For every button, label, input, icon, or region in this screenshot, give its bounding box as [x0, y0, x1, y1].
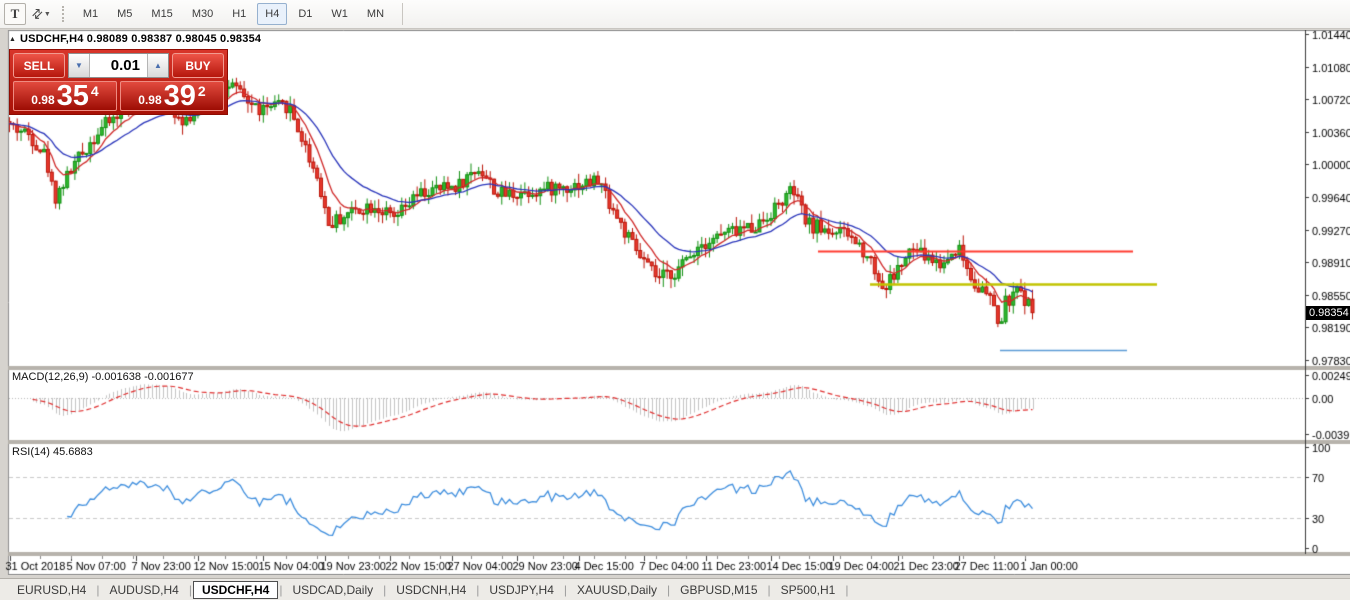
tab-separator: | — [563, 582, 567, 597]
chart-tab-audusd-h4[interactable]: AUDUSD,H4 — [109, 582, 179, 597]
tab-separator: | — [383, 582, 387, 597]
price-chart-canvas[interactable] — [0, 30, 1350, 575]
top-toolbar: T ⇄ ▼ M1 M5 M15 M30 H1 H4 D1 W1 MN — [0, 0, 1350, 29]
toolbar-separator — [402, 3, 404, 25]
rsi-indicator-label: RSI(14) 45.6883 — [12, 446, 93, 458]
timeframe-buttons: M1 M5 M15 M30 H1 H4 D1 W1 MN — [75, 3, 392, 25]
timeframe-button-mn[interactable]: MN — [366, 8, 385, 20]
timeframe-button-w1[interactable]: W1 — [331, 8, 348, 20]
chart-tab-usdcad-daily[interactable]: USDCAD,Daily — [292, 582, 374, 597]
dropdown-caret-icon: ▼ — [43, 10, 51, 18]
chart-tab-sp500-h1[interactable]: SP500,H1 — [780, 582, 836, 597]
sell-price-pipette: 4 — [90, 83, 99, 99]
lot-decrease-button[interactable]: ▼ — [69, 54, 90, 77]
tab-separator: | — [96, 582, 100, 597]
chart-tab-eurusd-h4[interactable]: EURUSD,H4 — [17, 582, 87, 597]
text-tool-button[interactable]: T — [4, 3, 26, 25]
timeframe-button-m30[interactable]: M30 — [191, 8, 214, 20]
lot-increase-button[interactable]: ▲ — [147, 54, 168, 77]
buy-price-button[interactable]: 0.98 39 2 — [120, 81, 224, 111]
styles-dropdown-button[interactable]: ⇄ ▼ — [28, 3, 55, 25]
chart-tab-usdchf-h4[interactable]: USDCHF,H4 — [192, 580, 279, 599]
buy-button[interactable]: BUY — [172, 53, 224, 78]
chart-title: USDCHF,H4 0.98089 0.98387 0.98045 0.9835… — [20, 33, 262, 45]
buy-price-pipette: 2 — [197, 83, 206, 99]
tab-separator: | — [767, 582, 771, 597]
arrows-icon: ⇄ — [27, 4, 47, 23]
one-click-trade-panel: SELL ▼ 0.01 ▲ BUY 0.98 35 4 0.98 39 2 — [9, 49, 228, 115]
tab-separator: | — [845, 582, 849, 597]
tab-separator: | — [476, 582, 480, 597]
tab-separator: | — [188, 582, 192, 597]
timeframe-button-m15[interactable]: M15 — [151, 8, 173, 20]
sell-button[interactable]: SELL — [13, 53, 65, 78]
timeframe-button-m5[interactable]: M5 — [117, 8, 133, 20]
chart-tab-usdcnh-h4[interactable]: USDCNH,H4 — [396, 582, 467, 597]
timeframe-button-d1[interactable]: D1 — [298, 8, 313, 20]
lot-size-input[interactable]: 0.01 — [110, 57, 140, 74]
sell-price-prefix: 0.98 — [31, 93, 55, 107]
toolbar-grip-handle[interactable] — [61, 6, 66, 22]
sell-price-button[interactable]: 0.98 35 4 — [13, 81, 117, 111]
lot-size-spinner: ▼ 0.01 ▲ — [68, 53, 169, 78]
timeframe-button-m1[interactable]: M1 — [82, 8, 99, 20]
buy-price-big: 39 — [163, 80, 196, 112]
current-price-badge: 0.98354 — [1306, 306, 1350, 320]
buy-price-prefix: 0.98 — [138, 93, 162, 107]
chart-tabbar: EURUSD,H4 | AUDUSD,H4 | USDCHF,H4 | USDCAD,Dai… — [0, 578, 1350, 600]
chart-tab-usdjpy-h4[interactable]: USDJPY,H4 — [489, 582, 554, 597]
tab-separator: | — [279, 582, 283, 597]
sell-price-big: 35 — [56, 80, 89, 112]
collapse-chart-icon[interactable]: ▲ — [9, 36, 16, 43]
chart-tab-xauusd-daily[interactable]: XAUUSD,Daily — [577, 582, 658, 597]
macd-indicator-label: MACD(12,26,9) -0.001638 -0.001677 — [12, 371, 194, 383]
chart-tab-gbpusd-m15[interactable]: GBPUSD,M15 — [680, 582, 758, 597]
tab-separator: | — [667, 582, 671, 597]
timeframe-button-h1[interactable]: H1 — [232, 8, 247, 20]
timeframe-button-h4[interactable]: H4 — [257, 3, 288, 25]
